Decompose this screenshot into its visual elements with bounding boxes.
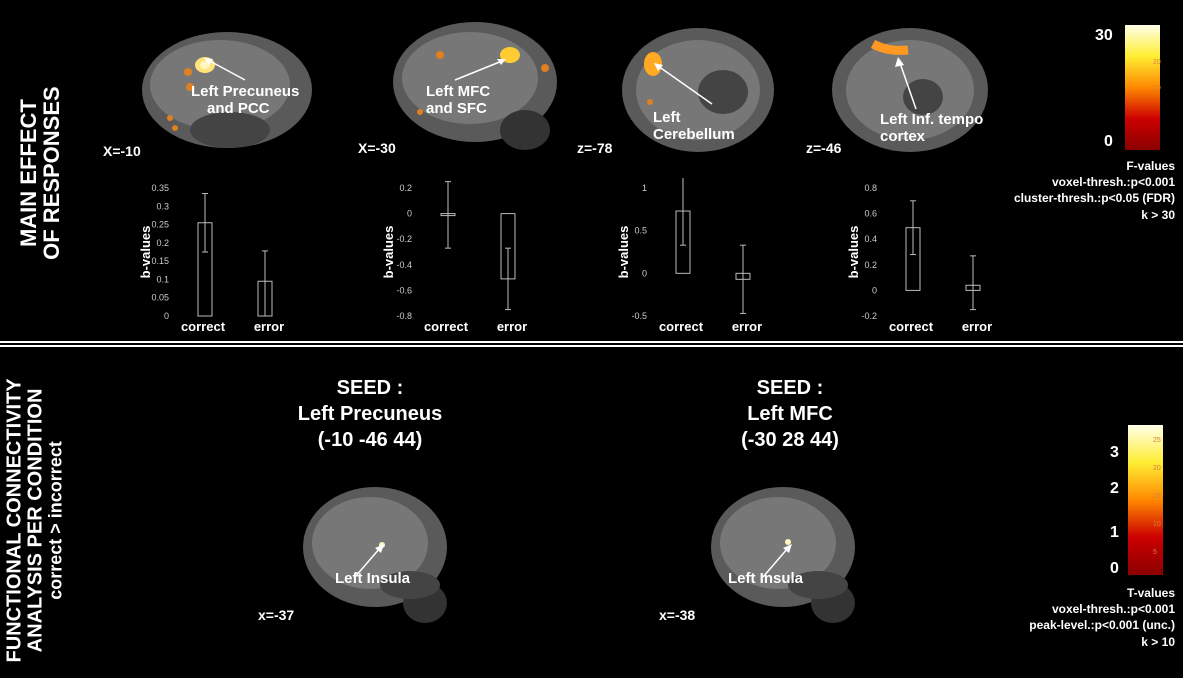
y-tick-label: -0.2 — [861, 311, 877, 321]
brain-sagittal-image-6 — [711, 487, 855, 623]
y-tick-label: 0.6 — [864, 209, 877, 219]
coordinate-label-5: x=-37 — [258, 607, 295, 623]
y-tick-label: -0.5 — [631, 311, 647, 321]
y-tick-label: 0.25 — [151, 220, 169, 230]
brain-axial-image-3 — [622, 28, 774, 152]
annotation-label-2: Left MFC and SFC — [426, 83, 491, 117]
coordinate-label-1: X=-10 — [103, 143, 141, 159]
arrow-icon — [354, 544, 384, 578]
y-tick-label: -0.2 — [396, 234, 412, 244]
t-colorbar-label-0: 0 — [1110, 560, 1119, 577]
f-colorbar-ticks: 20 10 — [1153, 59, 1161, 92]
brain-sagittal-image-2 — [393, 22, 557, 150]
y-axis-label: b-values — [616, 226, 631, 279]
side-label-line-3: correct > incorrect — [45, 441, 66, 600]
annotation-label-3: Left Cerebellum — [653, 109, 735, 143]
y-tick-label: 0 — [872, 285, 877, 295]
y-tick-label: 0.2 — [156, 238, 169, 248]
y-tick-label: 1 — [642, 183, 647, 193]
x-category-label: error — [254, 319, 284, 334]
x-category-label: correct — [181, 319, 226, 334]
x-category-label: correct — [889, 319, 934, 334]
y-tick-label: 0.15 — [151, 256, 169, 266]
y-tick-label: 0.5 — [634, 226, 647, 236]
connectivity-side-label: FUNCTIONAL CONNECTIVITY ANALYSIS PER CON… — [3, 370, 66, 670]
y-tick-label: 0.8 — [864, 183, 877, 193]
y-tick-label: 0.05 — [151, 293, 169, 303]
side-label-line-2: OF RESPONSES — [39, 86, 64, 260]
main-effect-panel: MAIN EFFECT OF RESPONSES Left Precuneus … — [0, 22, 1183, 343]
t-colorbar-ticks: 25 20 15 10 5 — [1153, 437, 1161, 556]
t-colorbar-label-3: 3 — [1110, 444, 1119, 461]
bar-chart-3: b-values -0.5 0 0.5 1 correct error — [616, 178, 762, 334]
annotation-label-4: Left Inf. tempo cortex — [880, 112, 984, 145]
seed-title-1: SEED : Left Precuneus (-10 -46 44) — [297, 377, 443, 451]
side-label-line-2: ANALYSIS PER CONDITION — [24, 388, 47, 653]
y-tick-label: 0 — [164, 311, 169, 321]
annotation-label-1: Left Precuneus and PCC — [191, 83, 300, 117]
coordinate-label-6: x=-38 — [659, 607, 696, 623]
bar-chart-2: b-values -0.8 -0.6 -0.4 -0.2 0 0.2 correct error — [381, 181, 527, 334]
y-axis-label: b-values — [138, 226, 153, 279]
t-colorbar-label-1: 1 — [1110, 524, 1119, 541]
y-tick-label: -0.4 — [396, 260, 412, 270]
f-threshold-legend: F-values voxel-thresh.:p<0.001 cluster-t… — [1013, 159, 1175, 222]
side-label-line-1: MAIN EFFECT — [15, 99, 41, 248]
y-tick-label: 0.1 — [156, 274, 169, 284]
y-tick-label: 0.2 — [399, 183, 412, 193]
x-category-label: error — [497, 319, 527, 334]
y-axis-label: b-values — [381, 226, 396, 279]
t-colorbar — [1128, 425, 1163, 575]
f-colorbar-min: 0 — [1104, 133, 1113, 150]
brain-sagittal-image-5 — [303, 487, 447, 623]
f-colorbar-max: 30 — [1095, 27, 1113, 44]
x-category-label: correct — [659, 319, 704, 334]
main-effect-side-label: MAIN EFFECT OF RESPONSES — [15, 73, 64, 273]
x-category-label: error — [962, 319, 992, 334]
y-tick-label: 0 — [642, 268, 647, 278]
y-tick-label: 0.35 — [151, 183, 169, 193]
arrow-icon — [654, 63, 713, 105]
t-threshold-legend: T-values voxel-thresh.:p<0.001 peak-leve… — [1029, 586, 1175, 649]
bar-chart-4: b-values -0.2 0 0.2 0.4 0.6 0.8 correct error — [846, 183, 992, 334]
side-label-line-1: FUNCTIONAL CONNECTIVITY — [3, 378, 26, 663]
f-colorbar — [1125, 25, 1160, 150]
coordinate-label-3: z=-78 — [577, 140, 613, 156]
annotation-label-insula-1: Left Insula — [335, 570, 411, 587]
seed-title-2: SEED : Left MFC (-30 28 44) — [741, 377, 839, 451]
arrow-icon — [454, 59, 506, 81]
y-tick-label: 0.2 — [864, 260, 877, 270]
brain-sagittal-image-1 — [142, 32, 312, 148]
arrow-icon — [204, 58, 246, 81]
y-tick-label: 0 — [407, 209, 412, 219]
y-tick-label: -0.8 — [396, 311, 412, 321]
connectivity-panel: FUNCTIONAL CONNECTIVITY ANALYSIS PER CON… — [0, 345, 1183, 678]
bar-chart-1: b-values 0 0.05 0.1 0.15 0.2 0.25 0.3 0.35 correc… — [138, 183, 284, 334]
annotation-label-insula-2: Left Insula — [728, 570, 804, 587]
x-category-label: error — [732, 319, 762, 334]
y-tick-label: 0.3 — [156, 201, 169, 211]
x-category-label: correct — [424, 319, 469, 334]
y-axis-label: b-values — [846, 226, 861, 279]
y-tick-label: -0.6 — [396, 285, 412, 295]
coordinate-label-2: X=-30 — [358, 140, 396, 156]
coordinate-label-4: z=-46 — [806, 140, 842, 156]
arrow-icon — [762, 544, 792, 578]
t-colorbar-label-2: 2 — [1110, 480, 1119, 497]
arrow-icon — [895, 57, 917, 110]
y-tick-label: 0.4 — [864, 234, 877, 244]
